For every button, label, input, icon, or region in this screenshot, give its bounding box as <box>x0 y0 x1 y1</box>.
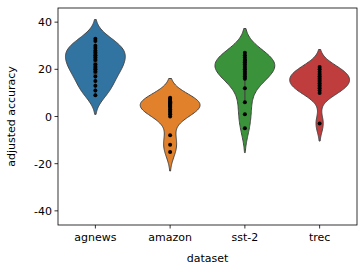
y-tick <box>55 116 59 117</box>
y-tick <box>55 22 59 23</box>
violin <box>290 50 350 142</box>
x-tick-label: trec <box>309 231 330 244</box>
point <box>93 39 97 43</box>
point <box>168 150 172 154</box>
x-axis-label: dataset <box>187 252 229 265</box>
point <box>93 70 97 74</box>
point <box>93 74 97 78</box>
x-tick <box>244 225 245 229</box>
point <box>243 86 247 90</box>
x-tick <box>95 225 96 229</box>
x-tick-label: amazon <box>148 231 192 244</box>
point <box>168 143 172 147</box>
point <box>93 93 97 97</box>
point <box>243 112 247 116</box>
y-tick <box>55 163 59 164</box>
y-tick-label: 0 <box>45 111 52 124</box>
point <box>168 133 172 137</box>
chart: -40 -20 0 20 40 agnews amazon sst-2 trec dataset a… <box>0 0 363 267</box>
y-tick <box>55 210 59 211</box>
frame <box>58 8 357 225</box>
x-tick <box>319 225 320 229</box>
x-tick <box>170 225 171 229</box>
violin <box>215 29 275 153</box>
point <box>93 58 97 62</box>
box <box>93 51 97 75</box>
box <box>243 60 247 79</box>
point <box>93 84 97 88</box>
y-tick-label: -40 <box>34 205 52 218</box>
point <box>243 100 247 104</box>
point <box>168 115 172 119</box>
y-axis-label: adjusted accuracy <box>5 66 18 167</box>
point <box>93 89 97 93</box>
box <box>318 74 322 88</box>
y-tick-label: 20 <box>38 63 52 76</box>
plot-area <box>65 20 349 171</box>
point <box>318 91 322 95</box>
x-tick-label: agnews <box>74 231 116 244</box>
y-tick-label: 40 <box>38 16 52 29</box>
x-tick-label: sst-2 <box>232 231 259 244</box>
point <box>243 77 247 81</box>
point <box>93 79 97 83</box>
y-tick <box>55 69 59 70</box>
point <box>318 122 322 126</box>
point <box>243 126 247 130</box>
violin <box>65 20 125 115</box>
y-tick-label: -20 <box>34 158 52 171</box>
violin <box>140 79 200 171</box>
